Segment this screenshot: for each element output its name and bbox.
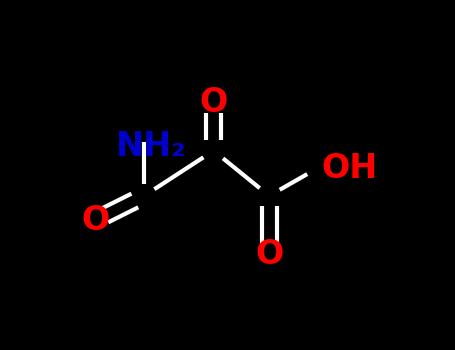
Text: O: O xyxy=(81,204,110,237)
Text: O: O xyxy=(199,86,228,119)
Text: NH₂: NH₂ xyxy=(116,130,187,163)
Text: OH: OH xyxy=(321,152,378,184)
Text: O: O xyxy=(255,238,283,271)
